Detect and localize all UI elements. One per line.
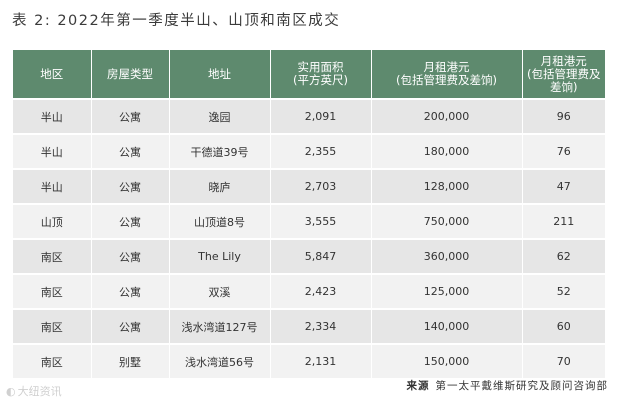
table-row: 南区 公寓 The Lily 5,847 360,000 62 (13, 238, 605, 274)
cell-monthly-rent: 750,000 (371, 203, 523, 239)
cell-address: 干德道39号 (169, 133, 271, 169)
header-line: (包括管理费及 (527, 66, 601, 81)
table-row: 半山 公寓 干德道39号 2,355 180,000 76 (13, 133, 605, 169)
cell-address: The Lily (169, 238, 271, 274)
header-address: 地址 (169, 50, 271, 99)
cell-rent-per-sqft: 47 (522, 168, 605, 204)
cell-district: 半山 (13, 133, 92, 169)
header-line: 月租港元 (423, 60, 470, 74)
table-row: 半山 公寓 逸园 2,091 200,000 96 (13, 98, 605, 134)
header-line: (包括管理费及差饷) (396, 73, 497, 87)
cell-area: 3,555 (270, 203, 372, 239)
cell-property-type: 公寓 (91, 203, 170, 239)
cell-monthly-rent: 360,000 (371, 238, 523, 274)
cell-rent-per-sqft: 60 (522, 308, 605, 344)
cell-district: 南区 (13, 238, 92, 274)
cell-rent-per-sqft: 211 (522, 203, 605, 239)
cell-district: 南区 (13, 308, 92, 344)
transactions-table: 地区 房屋类型 地址 实用面积 (平方英尺) 月租港元 (包括管理费及差饷) 月… (13, 50, 605, 378)
table-row: 南区 别墅 浅水湾道56号 2,131 150,000 70 (13, 343, 605, 378)
cell-area: 2,131 (270, 343, 372, 378)
watermark-logo-icon: ◐ (6, 385, 16, 398)
source-label: 来源 (406, 380, 430, 392)
header-line: 地址 (208, 66, 231, 81)
header-line: 月租港元 (540, 53, 587, 68)
cell-address: 晓庐 (169, 168, 271, 204)
watermark: ◐ 大纽资讯 (6, 383, 62, 399)
table-row: 半山 公寓 晓庐 2,703 128,000 47 (13, 168, 605, 204)
cell-district: 山顶 (13, 203, 92, 239)
cell-district: 半山 (13, 168, 92, 204)
watermark-text: 大纽资讯 (17, 385, 62, 398)
cell-district: 半山 (13, 98, 92, 134)
cell-monthly-rent: 128,000 (371, 168, 523, 204)
cell-district: 南区 (13, 343, 92, 378)
source-text: 第一太平戴维斯研究及顾问咨询部 (435, 380, 608, 392)
cell-monthly-rent: 140,000 (371, 308, 523, 344)
cell-address: 浅水湾道56号 (169, 343, 271, 378)
table-row: 山顶 公寓 山顶道8号 3,555 750,000 211 (13, 203, 605, 239)
cell-area: 5,847 (270, 238, 372, 274)
header-property-type: 房屋类型 (91, 50, 170, 99)
header-rent-per-sqft: 月租港元 (包括管理费及 差饷) (522, 50, 605, 99)
cell-rent-per-sqft: 70 (522, 343, 605, 378)
cell-area: 2,334 (270, 308, 372, 344)
header-line: 实用面积 (297, 60, 344, 74)
header-line: 房屋类型 (107, 66, 153, 81)
header-district: 地区 (13, 50, 92, 99)
cell-property-type: 公寓 (91, 98, 170, 134)
cell-address: 逸园 (169, 98, 271, 134)
cell-address: 双溪 (169, 273, 271, 309)
table-title: 表 2: 2022年第一季度半山、山顶和南区成交 (12, 13, 341, 29)
cell-area: 2,355 (270, 133, 372, 169)
source-note: 来源 第一太平戴维斯研究及顾问咨询部 (407, 378, 609, 393)
cell-monthly-rent: 180,000 (371, 133, 523, 169)
cell-area: 2,091 (270, 98, 372, 134)
cell-property-type: 公寓 (91, 238, 170, 274)
table-row: 南区 公寓 双溪 2,423 125,000 52 (13, 273, 605, 309)
header-line: 差饷) (550, 79, 578, 94)
header-monthly-rent: 月租港元 (包括管理费及差饷) (371, 50, 523, 99)
header-line: (平方英尺) (293, 73, 348, 87)
cell-property-type: 公寓 (91, 308, 170, 344)
cell-rent-per-sqft: 96 (522, 98, 605, 134)
cell-area: 2,703 (270, 168, 372, 204)
cell-rent-per-sqft: 52 (522, 273, 605, 309)
cell-rent-per-sqft: 62 (522, 238, 605, 274)
header-row: 地区 房屋类型 地址 实用面积 (平方英尺) 月租港元 (包括管理费及差饷) 月… (13, 50, 605, 99)
cell-address: 山顶道8号 (169, 203, 271, 239)
header-area: 实用面积 (平方英尺) (270, 50, 372, 99)
cell-property-type: 公寓 (91, 273, 170, 309)
cell-rent-per-sqft: 76 (522, 133, 605, 169)
cell-property-type: 公寓 (91, 133, 170, 169)
cell-property-type: 公寓 (91, 168, 170, 204)
cell-district: 南区 (13, 273, 92, 309)
header-line: 地区 (40, 66, 64, 81)
cell-monthly-rent: 200,000 (371, 98, 523, 134)
cell-monthly-rent: 125,000 (371, 273, 523, 309)
cell-property-type: 别墅 (91, 343, 170, 378)
cell-area: 2,423 (270, 273, 372, 309)
table-row: 南区 公寓 浅水湾道127号 2,334 140,000 60 (13, 308, 605, 344)
cell-address: 浅水湾道127号 (169, 308, 271, 344)
cell-monthly-rent: 150,000 (371, 343, 523, 378)
